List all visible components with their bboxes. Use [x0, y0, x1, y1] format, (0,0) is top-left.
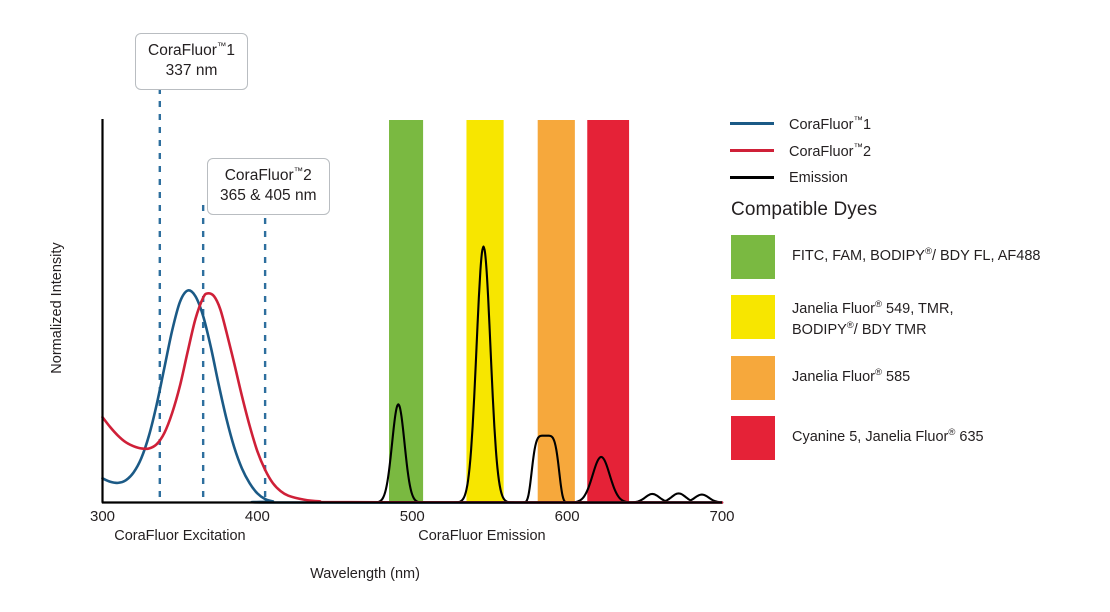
dye-label: Janelia Fluor® 585 — [792, 356, 910, 387]
dye-label-line1: FITC, FAM, BODIPY®/ BDY FL, AF488 — [792, 246, 1041, 264]
legend-label: CoraFluor™2 — [789, 141, 872, 160]
trademark-symbol: ™ — [853, 114, 863, 126]
red-band — [587, 120, 630, 503]
trademark-symbol: ™ — [293, 166, 304, 177]
callout-cf2-line2: 365 & 405 nm — [220, 186, 317, 204]
x-tick-500: 500 — [399, 508, 425, 525]
registered-symbol: ® — [875, 366, 883, 378]
dye-label-line1: Janelia Fluor® 585 — [792, 366, 911, 385]
plot-axes — [101, 119, 722, 504]
legend-row-1: CoraFluor™1 — [730, 110, 1100, 137]
legend-line-swatch — [730, 149, 774, 152]
x-tick-600: 600 — [554, 508, 580, 525]
dye-color-swatch — [731, 295, 775, 339]
dye-color-swatch — [731, 235, 775, 279]
dye-label-line1: Cyanine 5, Janelia Fluor® 635 — [792, 426, 984, 445]
excitation-marker-lines — [158, 88, 267, 503]
excitation-curve-2 — [101, 292, 724, 504]
registered-symbol: ® — [924, 246, 932, 257]
dye-row-4: Cyanine 5, Janelia Fluor® 635 — [731, 415, 1106, 460]
registered-symbol: ® — [948, 426, 956, 438]
series-legend: CoraFluor™1 CoraFluor™2 Emission — [730, 110, 1100, 191]
x-axis-title: Wavelength (nm) — [310, 566, 420, 582]
legend-line-swatch — [730, 176, 774, 179]
orange-band — [537, 120, 575, 503]
legend-line-swatch — [730, 122, 774, 125]
callout-corafluor-2: CoraFluor™2 365 & 405 nm — [207, 158, 330, 215]
excitation-curve-1 — [101, 289, 724, 504]
dye-label: Janelia Fluor® 549, TMR, BODIPY®/ BDY TMR — [792, 295, 953, 340]
dye-row-1: FITC, FAM, BODIPY®/ BDY FL, AF488 — [731, 235, 1106, 279]
dye-label: Cyanine 5, Janelia Fluor® 635 — [792, 416, 984, 447]
x-axis-region-label-excitation: CoraFluor Excitation — [114, 528, 246, 544]
dye-color-swatch — [731, 355, 775, 400]
callout-cf1-line1: CoraFluor™1 — [148, 41, 236, 60]
registered-symbol: ® — [875, 299, 883, 310]
compatible-dyes-heading: Compatible Dyes — [731, 199, 878, 220]
dye-color-swatch — [731, 415, 775, 460]
green-band — [389, 120, 424, 503]
dye-label-line1: Janelia Fluor® 549, TMR, — [792, 299, 954, 317]
legend-row-2: CoraFluor™2 — [730, 137, 1100, 164]
callout-corafluor-1: CoraFluor™1 337 nm — [135, 33, 249, 90]
compatible-dye-bands — [389, 120, 630, 503]
compatible-dyes-list: FITC, FAM, BODIPY®/ BDY FL, AF488 Janelia… — [731, 235, 1106, 476]
callout-cf2-line1: CoraFluor™2 — [224, 166, 312, 185]
legend-label: Emission — [789, 169, 848, 186]
x-tick-700: 700 — [709, 508, 735, 525]
x-tick-400: 400 — [244, 508, 270, 525]
registered-symbol: ® — [846, 319, 854, 331]
dye-row-3: Janelia Fluor® 585 — [731, 355, 1106, 400]
legend-label: CoraFluor™1 — [789, 114, 872, 133]
trademark-symbol: ™ — [216, 41, 227, 52]
x-tick-300: 300 — [89, 508, 116, 525]
dye-label: FITC, FAM, BODIPY®/ BDY FL, AF488 — [792, 235, 1040, 266]
trademark-symbol: ™ — [853, 141, 863, 153]
callout-cf1-line2: 337 nm — [165, 61, 218, 79]
dye-row-2: Janelia Fluor® 549, TMR, BODIPY®/ BDY TMR — [731, 295, 1106, 340]
dye-label-line2: BODIPY®/ BDY TMR — [792, 319, 927, 338]
legend-row-3: Emission — [730, 164, 1100, 191]
x-axis-region-label-emission: CoraFluor Emission — [418, 528, 546, 544]
y-axis-title: Normalized Intensity — [49, 242, 65, 374]
